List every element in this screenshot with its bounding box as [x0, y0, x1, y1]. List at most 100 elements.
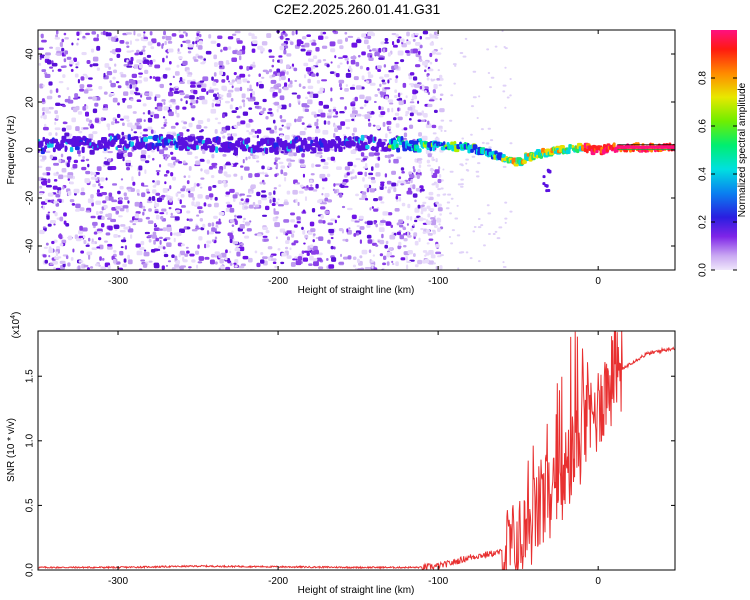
spectrogram-noise-cell	[168, 91, 174, 97]
spectrogram-noise-cell	[92, 221, 98, 226]
spectrogram-signal-cell	[314, 136, 319, 142]
spectrogram-signal-cell	[536, 153, 539, 159]
spectrogram-noise-cell	[97, 237, 102, 241]
spectrogram-noise-cell	[215, 221, 222, 225]
spectrogram-noise-cell	[182, 126, 187, 130]
spectrogram-noise-cell	[311, 163, 315, 168]
spectrogram-noise-cell	[62, 263, 66, 268]
spectrogram-noise-cell	[245, 123, 251, 128]
spectrogram-noise-cell	[309, 179, 313, 183]
spectrogram-noise-cell	[60, 153, 64, 158]
spectrogram-noise-cell	[301, 122, 305, 125]
spectrogram-noise-cell	[165, 67, 171, 71]
spectrogram-noise-cell	[107, 243, 113, 247]
spectrogram-noise-cell	[377, 88, 380, 91]
spectrogram-noise-cell	[426, 159, 431, 164]
spectrogram-noise-cell	[295, 30, 298, 35]
spectrogram-noise-cell	[199, 80, 205, 83]
spectrogram-noise-cell	[307, 99, 313, 105]
spectrogram-noise-cell	[352, 107, 356, 111]
spectrogram-noise-cell	[140, 182, 145, 187]
spectrogram-noise-cell	[47, 211, 51, 214]
spectrogram-noise-cell	[359, 197, 365, 201]
spectrogram-noise-cell	[55, 30, 59, 35]
spectrogram-noise-cell	[162, 153, 167, 157]
spectrogram-noise-cell	[58, 81, 64, 84]
spectrogram-noise-cell	[44, 259, 48, 264]
spectrogram-noise-cell	[315, 164, 321, 167]
spectrogram-noise-cell	[351, 42, 358, 48]
spectrogram-noise-cell	[153, 222, 157, 227]
snr-exponent-text: (x10	[11, 318, 22, 338]
colorbar-label: Normalized spectral amplitude	[737, 82, 748, 217]
spectrogram-noise-cell	[173, 232, 177, 236]
spectrogram-noise-cell	[82, 35, 86, 39]
spectrogram-noise-cell	[277, 104, 282, 109]
spectrogram-noise-cell	[105, 195, 109, 201]
spectrogram-noise-cell	[283, 82, 288, 88]
spectrogram-noise-cell	[177, 51, 182, 54]
spectrogram-noise-cell	[82, 227, 88, 232]
spectrogram-noise-cell	[362, 166, 369, 169]
spectrogram-noise-cell	[395, 33, 399, 38]
spectrogram-noise-cell	[297, 256, 303, 261]
spectrogram-noise-cell	[129, 40, 132, 45]
spectrogram-noise-cell	[281, 43, 287, 46]
spectrogram-noise-cell	[372, 124, 376, 127]
spectrogram-noise-cell	[292, 258, 298, 261]
spectrogram-noise-cell	[90, 176, 97, 180]
spectrogram-noise-cell	[65, 255, 69, 260]
spectrogram-noise-cell	[432, 262, 436, 265]
spectrogram-noise-cell	[322, 187, 325, 190]
spectrogram-noise-cell	[169, 82, 173, 86]
spectrogram-noise-cell	[502, 261, 505, 264]
spectrogram-noise-cell	[162, 246, 166, 250]
spectrogram-noise-cell	[371, 179, 376, 184]
spectrogram-noise-cell	[323, 104, 330, 109]
spectrogram-noise-cell	[496, 237, 501, 240]
spectrogram-noise-cell	[187, 141, 193, 146]
spectrogram-noise-cell	[424, 254, 427, 257]
spectrogram-noise-cell	[170, 172, 174, 177]
spectrogram-noise-cell	[425, 123, 432, 129]
spectrogram-noise-cell	[385, 240, 389, 245]
spectrogram-y-tick-label: -20	[25, 190, 36, 205]
spectrogram-noise-cell	[369, 207, 372, 211]
spectrogram-noise-cell	[337, 39, 343, 44]
spectrogram-noise-cell	[128, 60, 133, 65]
spectrogram-noise-cell	[209, 86, 212, 90]
spectrogram-noise-cell	[313, 261, 319, 267]
spectrogram-noise-cell	[123, 258, 127, 263]
spectrogram-y-tick-label: 0	[25, 147, 36, 153]
spectrogram-noise-cell	[459, 52, 464, 55]
spectrogram-noise-cell	[212, 93, 218, 98]
spectrogram-noise-cell	[362, 177, 365, 182]
spectrogram-noise-cell	[330, 156, 335, 161]
spectrogram-noise-cell	[170, 125, 176, 129]
spectrogram-noise-cell	[47, 223, 52, 227]
spectrogram-noise-cell	[231, 57, 238, 62]
spectrogram-noise-cell	[162, 147, 169, 151]
spectrogram-noise-cell	[509, 94, 512, 97]
spectrogram-noise-cell	[225, 59, 229, 65]
spectrogram-noise-cell	[305, 67, 312, 72]
spectrogram-noise-cell	[164, 118, 168, 122]
spectrogram-noise-cell	[301, 36, 307, 40]
spectrogram-noise-cell	[138, 165, 143, 171]
spectrogram-noise-cell	[359, 94, 365, 99]
spectrogram-noise-cell	[87, 163, 90, 168]
spectrogram-noise-cell	[314, 128, 321, 134]
spectrogram-noise-cell	[111, 199, 118, 203]
spectrogram-noise-cell	[125, 207, 129, 213]
spectrogram-noise-cell	[71, 42, 74, 46]
spectrogram-noise-cell	[418, 164, 422, 169]
spectrogram-noise-cell	[396, 156, 402, 160]
spectrogram-signal-cell	[595, 149, 599, 154]
spectrogram-noise-cell	[41, 69, 47, 72]
spectrogram-noise-cell	[161, 99, 166, 102]
spectrogram-noise-cell	[106, 123, 111, 128]
spectrogram-noise-cell	[256, 129, 262, 134]
spectrogram-noise-cell	[371, 266, 374, 269]
spectrogram-noise-cell	[326, 258, 329, 261]
spectrogram-noise-cell	[477, 217, 481, 220]
